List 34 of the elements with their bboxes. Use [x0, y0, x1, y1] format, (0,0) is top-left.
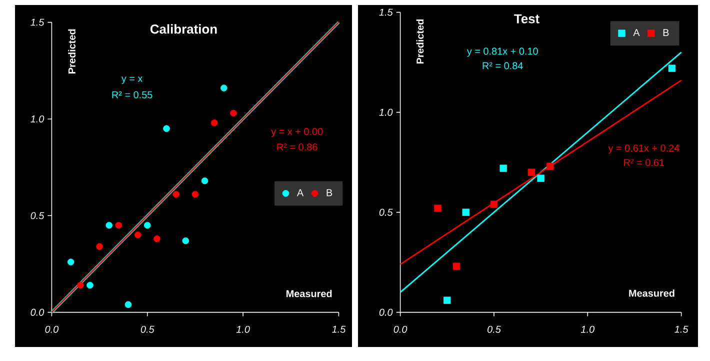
chart-title: Calibration [150, 24, 217, 34]
annotation: y = 0.81x + 0.10 [466, 48, 538, 57]
annotation: y = 0.61x + 0.24 [608, 144, 680, 154]
annotation: R² = 0.86 [277, 143, 318, 151]
x-tick-label: 1.0 [580, 326, 594, 333]
y-axis-title: Predicted [416, 19, 424, 64]
annotation: R² = 0.61 [624, 159, 664, 166]
chart-title: Test [514, 14, 540, 24]
x-axis-title: Measured [286, 290, 332, 298]
y-tick-label: 0.0 [379, 308, 393, 316]
legend-label: B [663, 29, 669, 36]
y-tick-label: 1.0 [30, 115, 44, 122]
annotation: R² = 0.84 [482, 62, 523, 70]
y-tick-label: 0.5 [30, 212, 44, 220]
annotation: y = x + 0.00 [271, 128, 323, 138]
x-tick-label: 1.0 [236, 326, 250, 333]
x-tick-label: 0.5 [487, 326, 501, 333]
y-axis-title: Predicted [68, 29, 76, 74]
annotation: R² = 0.55 [112, 91, 152, 98]
legend-label: A [296, 189, 304, 196]
x-tick-label: 1.5 [332, 326, 346, 333]
x-tick-label: 1.5 [674, 326, 688, 333]
x-tick-label: 0.5 [140, 326, 154, 333]
annotation: y = x [121, 76, 143, 84]
x-axis-title: Measured [629, 289, 674, 297]
legend-label: B [326, 189, 332, 196]
y-tick-label: 0.0 [30, 308, 44, 316]
y-tick-label: 0.5 [379, 208, 393, 216]
y-tick-label: 1.5 [379, 8, 393, 16]
x-tick-label: 0.0 [394, 326, 408, 333]
x-tick-label: 0.0 [45, 326, 59, 333]
legend-label: A [633, 29, 640, 36]
y-tick-label: 1.0 [379, 108, 393, 116]
y-tick-label: 1.5 [30, 18, 44, 26]
